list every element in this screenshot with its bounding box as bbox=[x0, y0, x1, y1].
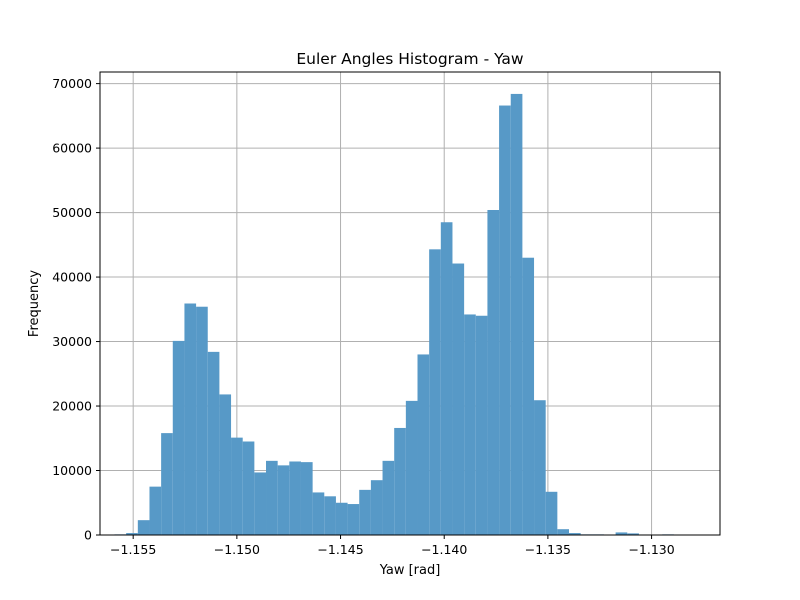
histogram-bar bbox=[487, 209, 500, 536]
y-axis-label: Frequency bbox=[27, 270, 42, 337]
bars-layer bbox=[114, 93, 674, 536]
histogram-bar bbox=[627, 533, 639, 535]
histogram-bar bbox=[440, 222, 453, 535]
y-tick-label: 50000 bbox=[52, 205, 92, 220]
histogram-bar bbox=[615, 532, 628, 535]
x-tick-label: −1.145 bbox=[317, 542, 363, 557]
histogram-bar bbox=[219, 394, 232, 535]
histogram-bar bbox=[499, 105, 511, 535]
histogram-bar bbox=[359, 489, 371, 535]
grid-layer bbox=[100, 72, 720, 536]
histogram-bar bbox=[417, 354, 430, 535]
histogram-bar bbox=[394, 427, 406, 535]
histogram-bar bbox=[510, 93, 523, 535]
histogram-bar bbox=[522, 257, 535, 535]
x-tick-label: −1.135 bbox=[525, 542, 571, 557]
histogram-bar bbox=[149, 486, 162, 535]
histogram-bar bbox=[126, 533, 138, 535]
histogram-bar bbox=[569, 533, 581, 535]
x-tick-label: −1.150 bbox=[214, 542, 260, 557]
histogram-bar bbox=[300, 462, 313, 535]
y-tick-label: 40000 bbox=[52, 270, 92, 285]
y-tick-label: 30000 bbox=[52, 334, 92, 349]
histogram-bar bbox=[370, 480, 383, 535]
histogram-bar bbox=[289, 461, 301, 535]
histogram-bar bbox=[231, 437, 243, 535]
histogram-bar bbox=[137, 520, 150, 535]
histogram-bar bbox=[207, 351, 220, 535]
y-tick-label: 20000 bbox=[52, 399, 92, 414]
histogram-bar bbox=[429, 249, 441, 535]
y-tick-label: 0 bbox=[84, 528, 92, 543]
histogram-bar bbox=[382, 460, 395, 535]
ticks-layer: −1.155 −1.150 −1.145 −1.140 −1.135 −1.130 0 100… bbox=[52, 76, 675, 557]
y-tick-label: 10000 bbox=[52, 463, 92, 478]
histogram-bar bbox=[464, 314, 476, 535]
histogram-bar bbox=[347, 504, 360, 535]
x-tick-label: −1.140 bbox=[421, 542, 467, 557]
histogram-bar bbox=[324, 496, 336, 535]
x-tick-label: −1.130 bbox=[628, 542, 674, 557]
y-tick-label: 60000 bbox=[52, 141, 92, 156]
histogram-bar bbox=[557, 529, 570, 535]
histogram-bar bbox=[534, 400, 546, 535]
chart-title: Euler Angles Histogram - Yaw bbox=[296, 50, 524, 68]
histogram-bar bbox=[405, 400, 418, 535]
x-tick-label: −1.155 bbox=[110, 542, 156, 557]
histogram-bar bbox=[335, 502, 348, 535]
histogram-bar bbox=[184, 303, 197, 535]
histogram-bar bbox=[254, 472, 267, 535]
histogram-bar bbox=[172, 340, 185, 535]
histogram-bar bbox=[312, 492, 325, 535]
axes-frame bbox=[99, 71, 721, 536]
y-tick-label: 70000 bbox=[52, 76, 92, 91]
histogram-bar bbox=[545, 491, 558, 535]
histogram-bar bbox=[266, 460, 278, 535]
histogram-bar bbox=[475, 315, 488, 535]
x-axis-label: Yaw [rad] bbox=[379, 563, 441, 578]
histogram-bar bbox=[452, 263, 465, 535]
histogram-bar bbox=[196, 306, 208, 535]
histogram-bar bbox=[161, 433, 173, 535]
histogram-bar bbox=[242, 441, 255, 535]
histogram-bar bbox=[277, 465, 290, 535]
